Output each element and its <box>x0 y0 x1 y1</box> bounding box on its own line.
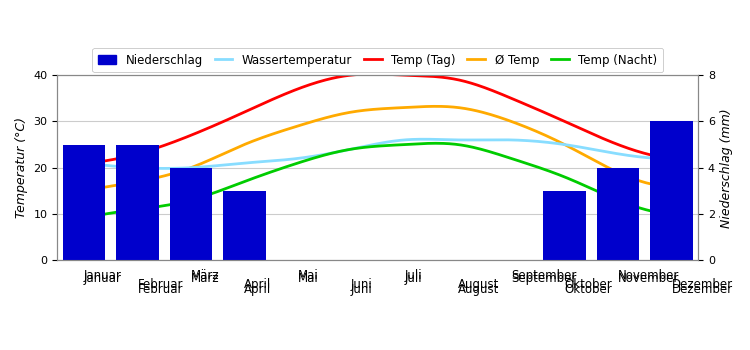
Bar <box>170 168 212 260</box>
Bar <box>116 145 159 260</box>
Text: Juli: Juli <box>404 269 422 282</box>
Legend: Niederschlag, Wassertemperatur, Temp (Tag), Ø Temp, Temp (Nacht): Niederschlag, Wassertemperatur, Temp (Ta… <box>92 48 663 72</box>
Bar <box>597 168 639 260</box>
Text: August: August <box>458 284 500 296</box>
Text: Juni: Juni <box>351 278 373 291</box>
Text: Januar: Januar <box>84 272 122 285</box>
Text: Mai: Mai <box>298 269 319 282</box>
Text: März: März <box>191 272 220 285</box>
Text: Februar: Februar <box>137 278 183 291</box>
Text: September: September <box>512 272 577 285</box>
Text: Juli: Juli <box>404 272 422 285</box>
Text: Oktober: Oktober <box>565 278 612 291</box>
Bar <box>543 191 586 260</box>
Bar <box>63 145 106 260</box>
Bar <box>650 121 693 260</box>
Text: August: August <box>458 278 500 291</box>
Bar <box>223 191 266 260</box>
Y-axis label: Niederschlag (mm): Niederschlag (mm) <box>721 108 734 228</box>
Text: Juni: Juni <box>351 284 373 296</box>
Text: Mai: Mai <box>298 272 319 285</box>
Text: April: April <box>244 278 272 291</box>
Text: Januar: Januar <box>84 269 122 282</box>
Text: November: November <box>618 269 680 282</box>
Y-axis label: Temperatur (°C): Temperatur (°C) <box>15 117 28 218</box>
Text: Dezember: Dezember <box>671 284 733 296</box>
Text: November: November <box>618 272 680 285</box>
Text: Februar: Februar <box>137 284 183 296</box>
Text: Oktober: Oktober <box>565 284 612 296</box>
Text: April: April <box>244 284 272 296</box>
Text: September: September <box>512 269 577 282</box>
Text: März: März <box>191 269 220 282</box>
Text: Dezember: Dezember <box>671 278 733 291</box>
